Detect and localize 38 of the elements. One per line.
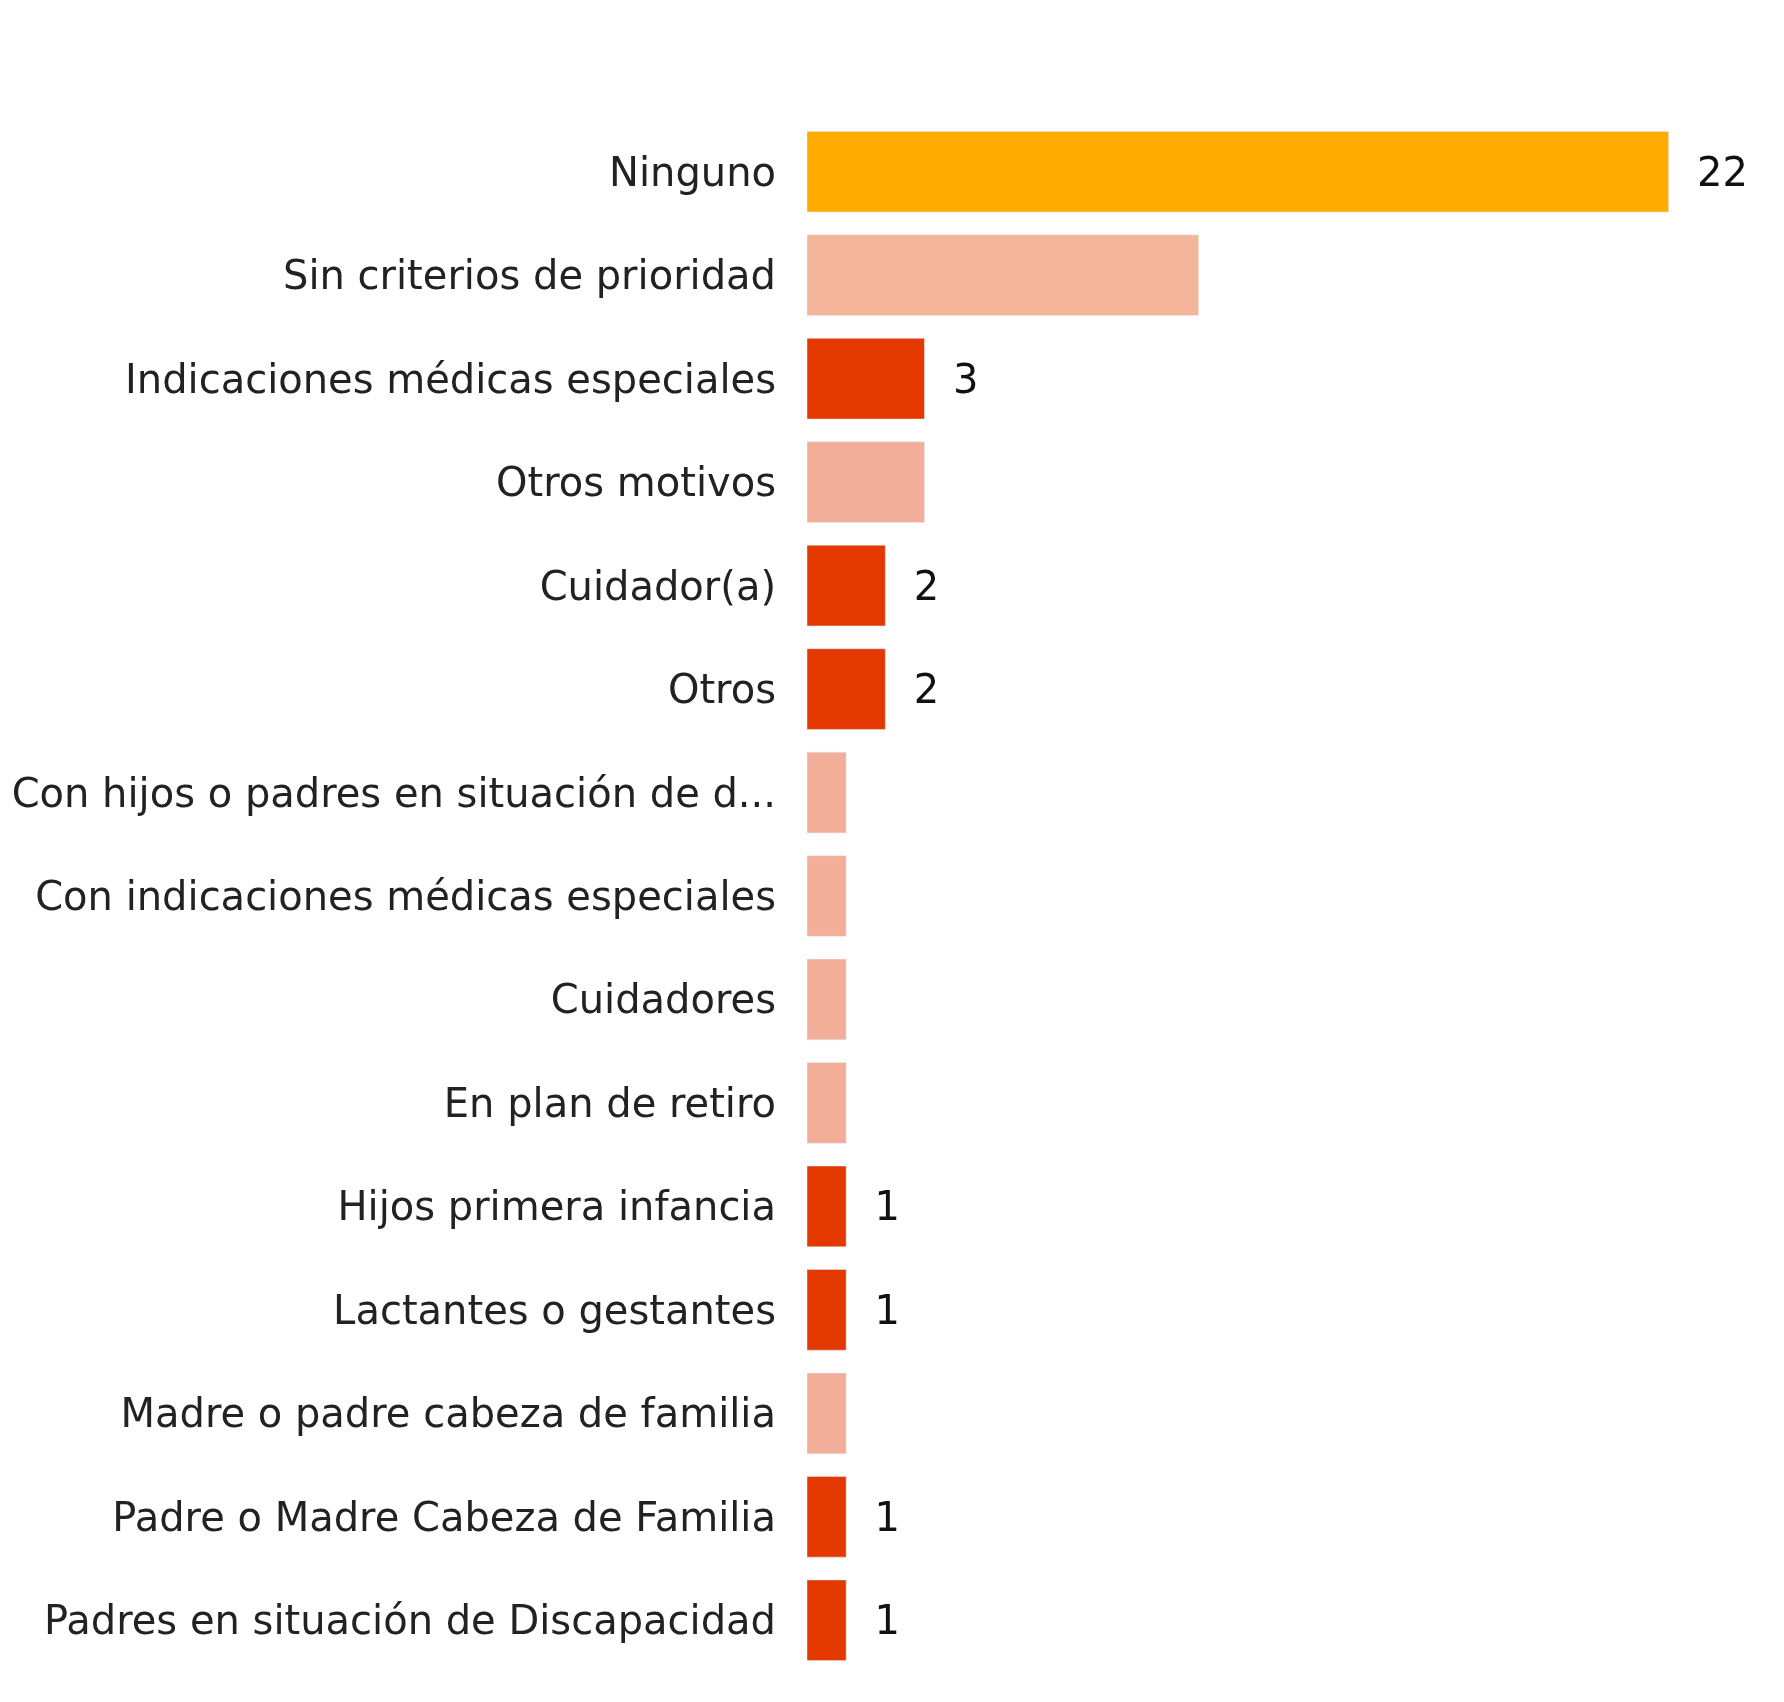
y-tick-label: Otros motivos	[496, 459, 776, 506]
y-tick-label: Ninguno	[609, 148, 776, 195]
y-tick-label: Con hijos o padres en situación de d...	[11, 769, 776, 816]
y-tick-label: Con indicaciones médicas especiales	[35, 873, 776, 919]
bar	[807, 855, 847, 937]
bar	[807, 648, 886, 730]
bar	[807, 338, 925, 420]
y-tick-label: Padre o Madre Cabeza de Familia	[112, 1493, 776, 1540]
bar	[807, 1062, 847, 1144]
bar	[807, 1269, 847, 1351]
y-tick-label: Otros	[667, 666, 776, 713]
bar	[807, 1165, 847, 1247]
bar	[807, 1579, 847, 1661]
data-label: 3	[927, 355, 979, 402]
bar	[807, 1372, 847, 1454]
data-label: 22	[1671, 148, 1748, 195]
y-tick-label: Lactantes o gestantes	[333, 1286, 776, 1333]
bar	[807, 545, 886, 627]
bar	[807, 131, 1669, 213]
y-tick-label: Indicaciones médicas especiales	[124, 355, 776, 402]
data-label: 1	[849, 1597, 901, 1644]
bar	[807, 1476, 847, 1558]
y-tick-label: Sin criterios de prioridad	[283, 252, 776, 299]
bar	[807, 751, 847, 834]
y-tick-label: Madre o padre cabeza de familia	[120, 1390, 776, 1437]
y-tick-label: Cuidadores	[550, 976, 776, 1023]
data-label: 2	[888, 666, 940, 713]
y-tick-label: Cuidador(a)	[539, 562, 776, 609]
bar	[807, 441, 925, 523]
data-label: 1	[849, 1183, 901, 1230]
data-label: 1	[849, 1286, 901, 1333]
data-label: 1	[849, 1493, 901, 1540]
y-tick-label: Hijos primera infancia	[337, 1183, 776, 1230]
bar	[807, 234, 1199, 316]
data-label: 2	[888, 562, 940, 609]
y-tick-label: Padres en situación de Discapacidad	[43, 1597, 776, 1644]
bar	[807, 958, 847, 1041]
y-tick-label: En plan de retiro	[443, 1079, 776, 1126]
